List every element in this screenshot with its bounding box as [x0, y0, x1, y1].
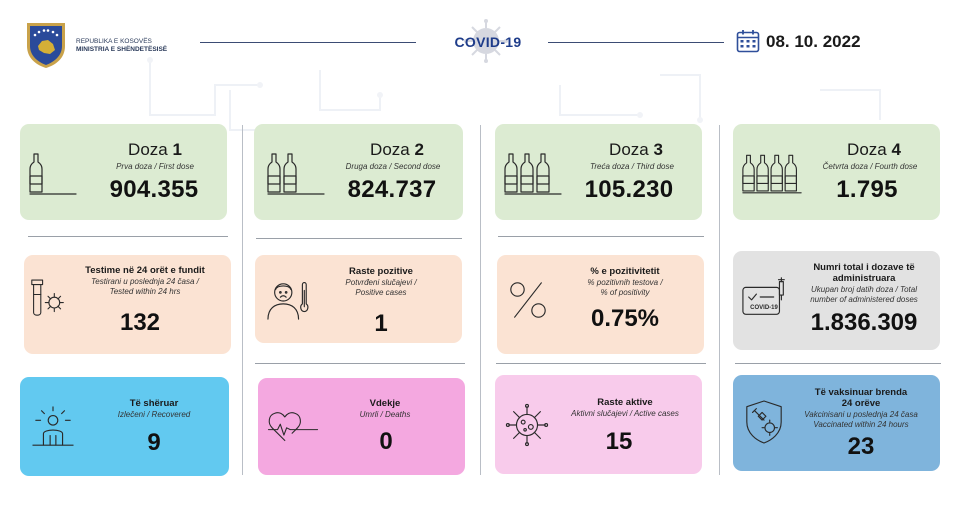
- dose-3-value: 105.230: [584, 176, 674, 203]
- column-separator: [480, 125, 481, 475]
- row-separator: [255, 363, 465, 364]
- recovered-title: Të shëruar: [129, 398, 179, 409]
- tests-subtitle-1: Testirani u poslednja 24 časa /: [91, 277, 199, 286]
- vaccinated-24h-subtitle-2: Vaccinated within 24 hours: [813, 420, 909, 429]
- deaths-card: Vdekje Umrli / Deaths 0: [258, 378, 465, 475]
- total-doses-subtitle-1: Ukupan broj datih doza / Total: [811, 285, 917, 294]
- positivity-title: % e pozitivitetit: [590, 266, 660, 277]
- vaccinated-24h-title-2: 24 orëve: [841, 398, 881, 409]
- deaths-value: 0: [379, 428, 393, 455]
- row-separator: [496, 363, 706, 364]
- total-doses-title-2: administruara: [832, 273, 896, 284]
- header-line-left: [200, 42, 416, 43]
- vaccinated-24h-title-1: Të vaksinuar brenda: [814, 387, 908, 398]
- vaccinated-24h-card: Të vaksinuar brenda 24 orëve Vakcinisani…: [733, 375, 940, 471]
- deaths-subtitle: Umrli / Deaths: [359, 410, 411, 419]
- vaccination-card-icon: [742, 277, 785, 315]
- recovered-person-icon: [32, 406, 74, 446]
- test-tube-virus-icon: [31, 279, 64, 316]
- heartbeat-icon: [267, 412, 319, 442]
- dose-2-title: Doza 2: [370, 140, 424, 159]
- positive-cases-subtitle-1: Potvrđeni slučajevi /: [345, 278, 417, 287]
- positivity-value: 0.75%: [590, 305, 660, 332]
- report-date: 08. 10. 2022: [766, 32, 861, 51]
- dose-1-subtitle: Prva doza / First dose: [116, 162, 194, 171]
- kosovo-coat-of-arms-logo: [27, 23, 65, 68]
- recovered-subtitle: Izlečeni / Recovered: [117, 410, 191, 419]
- active-cases-subtitle: Aktivni slučajevi / Active cases: [571, 409, 679, 418]
- dose-2-card: Doza 2 Druga doza / Second dose 824.737: [254, 124, 463, 220]
- dose-1-card: Doza 1 Prva doza / First dose 904.355: [20, 124, 227, 220]
- tests-value: 132: [119, 309, 161, 336]
- active-cases-title: Raste aktive: [597, 397, 653, 408]
- active-cases-value: 15: [605, 428, 633, 455]
- positivity-card: % e pozitivitetit % pozitivnih testova /…: [497, 255, 704, 354]
- shield-syringe-icon: [746, 400, 782, 444]
- vaccinated-24h-subtitle-1: Vakcinisani u poslednja 24 časa: [804, 410, 918, 419]
- vaccine-vial-icon: [29, 153, 77, 195]
- dose-2-subtitle: Druga doza / Second dose: [345, 162, 441, 171]
- percent-icon: [510, 282, 546, 318]
- org-line-2: MINISTRIA E SHËNDETËSISË: [76, 46, 168, 53]
- total-doses-title-1: Numri total i dozave të: [813, 262, 915, 273]
- dose-2-value: 824.737: [347, 176, 437, 203]
- vaccine-vials-icon: [267, 153, 325, 195]
- dose-4-value: 1.795: [836, 176, 898, 203]
- row-separator: [28, 236, 228, 237]
- tests-card: Testime në 24 orët e fundit Testirani u …: [24, 255, 231, 354]
- recovered-value: 9: [147, 429, 161, 456]
- total-doses-subtitle-2: number of administered doses: [810, 295, 918, 304]
- positive-cases-value: 1: [374, 310, 388, 337]
- vaccinated-24h-value: 23: [847, 433, 875, 460]
- tests-subtitle-2: Tested within 24 hrs: [109, 287, 181, 296]
- row-separator: [498, 236, 704, 237]
- row-separator: [735, 363, 941, 364]
- calendar-icon: [736, 30, 760, 53]
- total-doses-value: 1.836.309: [810, 309, 918, 336]
- positive-cases-card: Raste pozitive Potvrđeni slučajevi / Pos…: [255, 255, 462, 343]
- row-separator: [256, 238, 462, 239]
- deaths-title: Vdekje: [369, 398, 401, 409]
- virus-icon: [464, 19, 508, 63]
- dose-4-title: Doza 4: [847, 140, 901, 159]
- sick-person-thermometer-icon: [267, 282, 309, 320]
- org-line-1: REPUBLIKA E KOSOVËS: [76, 38, 152, 45]
- dose-4-card: Doza 4 Četvrta doza / Fourth dose 1.795: [733, 124, 940, 220]
- positive-cases-title: Raste pozitive: [349, 266, 413, 277]
- recovered-card: Të shëruar Izlečeni / Recovered 9: [20, 377, 229, 476]
- total-doses-card: COVID-19 Numri total i dozave të adminis…: [733, 251, 940, 350]
- column-separator: [242, 125, 243, 475]
- active-cases-card: Raste aktive Aktivni slučajevi / Active …: [495, 375, 702, 474]
- organization-name: REPUBLIKA E KOSOVËS MINISTRIA E SHËNDETË…: [76, 38, 167, 54]
- vaccination-card-label: COVID-19: [750, 305, 778, 311]
- dose-1-value: 904.355: [109, 176, 199, 203]
- header-line-right: [548, 42, 724, 43]
- dose-1-title: Doza 1: [128, 140, 182, 159]
- virus-icon: [505, 403, 549, 447]
- positive-cases-subtitle-2: Positive cases: [355, 288, 407, 297]
- covid-title: COVID-19: [454, 34, 522, 50]
- dose-3-card: Doza 3 Treća doza / Third dose 105.230: [495, 124, 702, 220]
- dose-3-title: Doza 3: [609, 140, 663, 159]
- column-separator: [719, 125, 720, 475]
- vaccine-vials-icon: [504, 153, 562, 195]
- vaccine-vials-icon: [742, 154, 802, 194]
- tests-title: Testime në 24 orët e fundit: [85, 265, 205, 276]
- dose-4-subtitle: Četvrta doza / Fourth dose: [822, 162, 918, 171]
- positivity-subtitle-2: % of positivity: [600, 288, 650, 297]
- dose-3-subtitle: Treća doza / Third dose: [590, 162, 674, 171]
- positivity-subtitle-1: % pozitivnih testova /: [587, 278, 663, 287]
